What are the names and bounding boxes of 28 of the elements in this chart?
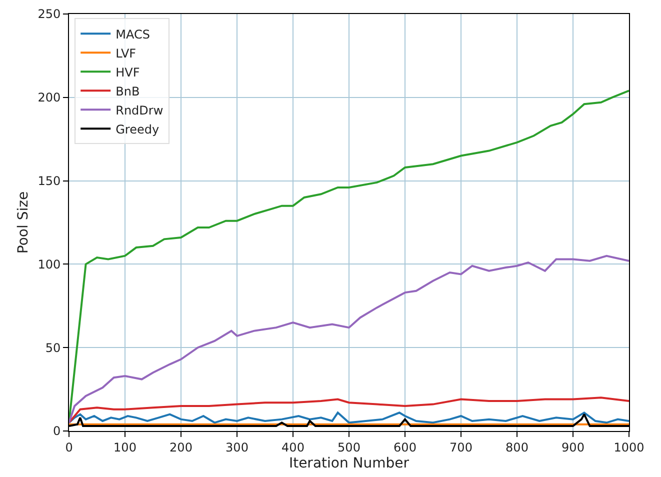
y-tick-label: 200 [38, 90, 61, 105]
legend-label: HVF [116, 65, 140, 80]
x-axis-title: Iteration Number [288, 456, 410, 472]
legend-label: RndDrw [116, 103, 164, 118]
line-series [69, 396, 629, 424]
legend-label: BnB [116, 84, 140, 98]
y-tick-label: 250 [38, 7, 61, 22]
legend-label: MACS [116, 27, 150, 42]
x-tick-label: 800 [506, 440, 528, 454]
y-axis-title: Pool Size [15, 191, 32, 254]
x-tick-label: 700 [450, 440, 472, 454]
x-tick-label: 300 [226, 440, 248, 454]
x-tick-label: 1000 [614, 440, 644, 454]
x-tick-label: 200 [170, 440, 192, 454]
x-tick-label: 900 [562, 440, 584, 454]
line-series [69, 412, 629, 424]
line-series [69, 254, 629, 424]
legend-label: Greedy [116, 122, 160, 136]
x-tick-label: 0 [65, 440, 73, 454]
legend-label: LVF [116, 46, 136, 60]
x-tick-label: 100 [114, 440, 136, 454]
x-tick-label: 500 [338, 440, 360, 454]
y-tick-label: 150 [38, 174, 61, 188]
x-tick-label: 400 [282, 440, 304, 454]
y-tick-label: 50 [45, 340, 61, 355]
y-tick-label: 100 [38, 257, 61, 272]
y-tick-label: 0 [52, 424, 61, 438]
x-tick-label: 600 [394, 440, 416, 454]
